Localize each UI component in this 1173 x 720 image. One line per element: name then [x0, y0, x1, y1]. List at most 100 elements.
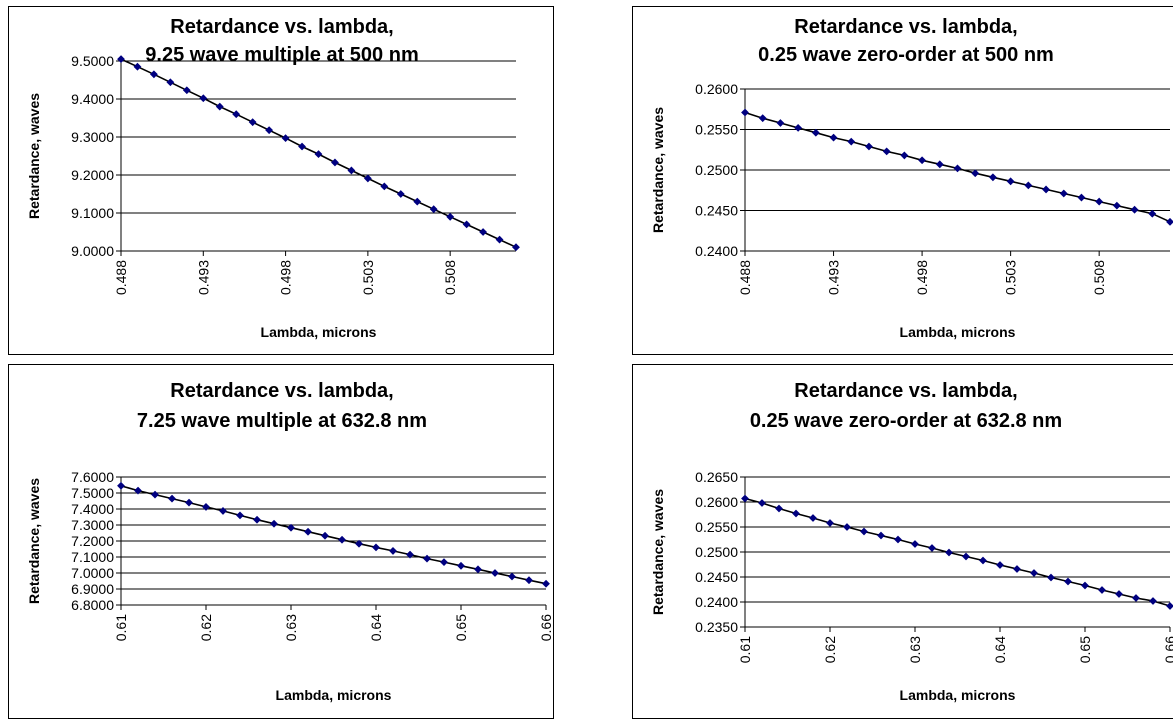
- chart-4-x-tick-label: 0.61: [737, 636, 753, 663]
- chart-panel-1: Retardance vs. lambda, 9.25 wave multiple…: [8, 6, 554, 355]
- chart-3-x-tick-label: 0.63: [283, 614, 299, 641]
- chart-3-y-tick-label: 7.6000: [71, 469, 114, 485]
- chart-2-x-axis-label: Lambda, microns: [900, 324, 1016, 340]
- chart-2-data-point: [1112, 201, 1121, 210]
- chart-3-y-tick-label: 7.1000: [71, 549, 114, 565]
- chart-1-y-tick-label: 9.0000: [71, 243, 114, 259]
- chart-3-data-point: [525, 576, 533, 585]
- chart-3-data-point: [202, 503, 210, 511]
- chart-panel-3: Retardance vs. lambda, 7.25 wave multiple…: [8, 364, 554, 719]
- chart-3-data-point: [338, 535, 346, 544]
- chart-4-title-line-1: Retardance vs. lambda,: [794, 380, 1017, 402]
- chart-4-data-point: [809, 514, 817, 522]
- chart-4-y-tick-label: 0.2500: [695, 544, 738, 560]
- chart-2-data-point: [989, 173, 997, 182]
- chart-2-data-point: [794, 123, 803, 132]
- chart-2-y-tick-label: 0.2500: [695, 162, 738, 178]
- chart-2-data-point: [758, 114, 767, 123]
- chart-2-data-point: [1042, 185, 1050, 194]
- chart-2-x-tick-label: 0.493: [826, 260, 842, 295]
- chart-3-x-tick-label: 0.62: [198, 614, 214, 641]
- chart-1-data-point: [347, 166, 356, 175]
- chart-1-data-point: [314, 150, 323, 159]
- chart-3-x-tick-label: 0.64: [368, 614, 384, 641]
- chart-1-data-point: [117, 55, 125, 64]
- chart-4-data-point: [860, 527, 868, 536]
- chart-1-data-point: [512, 243, 520, 252]
- chart-3-y-tick-label: 6.8000: [71, 597, 114, 613]
- chart-4-data-point: [996, 561, 1004, 569]
- chart-4-data-point: [1081, 581, 1089, 590]
- chart-4-x-tick-label: 0.64: [992, 636, 1008, 663]
- chart-2-x-tick-label: 0.508: [1091, 260, 1107, 295]
- chart-2-x-tick-label: 0.503: [1003, 260, 1019, 295]
- chart-4-data-point: [894, 535, 902, 544]
- chart-3-data-point: [372, 543, 380, 552]
- chart-2-y-axis-label: Retardance, waves: [650, 107, 666, 233]
- chart-1-data-point: [413, 197, 422, 206]
- chart-2-data-point: [971, 169, 980, 178]
- chart-1-data-point: [479, 228, 487, 236]
- chart-2-data-point: [1130, 205, 1139, 214]
- chart-2-y-tick-label: 0.2550: [695, 122, 738, 138]
- chart-4-y-tick-label: 0.2350: [695, 619, 738, 635]
- chart-1-title-line-2: 9.25 wave multiple at 500 nm: [145, 44, 418, 66]
- chart-1-y-tick-label: 9.1000: [71, 205, 114, 221]
- chart-2-data-point: [1148, 209, 1157, 218]
- chart-3-data-point: [151, 490, 159, 499]
- chart-3-data-point: [304, 527, 312, 536]
- chart-2-data-point: [935, 160, 944, 169]
- chart-4-x-tick-label: 0.63: [907, 636, 923, 663]
- chart-2-title-line-1: Retardance vs. lambda,: [794, 16, 1017, 38]
- chart-4-data-point: [911, 540, 919, 548]
- chart-1-data-point: [429, 205, 438, 214]
- chart-3-data-point: [287, 523, 295, 532]
- chart-2-data-point: [882, 147, 891, 156]
- chart-3-series-line: [120, 485, 547, 585]
- chart-1-x-tick-label: 0.498: [278, 260, 294, 295]
- chart-1-data-point: [380, 182, 389, 191]
- chart-4-data-point: [1098, 586, 1106, 594]
- chart-2-data-point: [953, 164, 962, 173]
- chart-3-y-tick-label: 7.4000: [71, 501, 114, 517]
- chart-3-data-point: [457, 561, 465, 570]
- chart-3-y-tick-label: 7.0000: [71, 565, 114, 581]
- chart-4-y-tick-label: 0.2400: [695, 594, 738, 610]
- chart-2-title-line-2: 0.25 wave zero-order at 500 nm: [758, 44, 1054, 66]
- chart-1-x-tick-label: 0.488: [113, 260, 129, 295]
- chart-1-data-point: [396, 190, 405, 198]
- chart-1-y-tick-label: 9.4000: [71, 91, 114, 107]
- chart-3-data-point: [423, 554, 431, 563]
- chart-3-data-point: [219, 507, 227, 515]
- chart-1-x-tick-label: 0.508: [442, 260, 458, 295]
- chart-4-data-point: [792, 509, 800, 518]
- chart-3-data-point: [185, 498, 193, 507]
- chart-1-data-point: [182, 86, 191, 95]
- chart-2-y-tick-label: 0.2600: [695, 81, 738, 97]
- chart-4-data-point: [843, 523, 851, 531]
- chart-3-title-line-2: 7.25 wave multiple at 632.8 nm: [137, 410, 427, 432]
- chart-3-data-point: [406, 550, 414, 559]
- chart-1-data-point: [363, 174, 372, 183]
- chart-1-data-point: [298, 142, 306, 151]
- chart-1-data-point: [150, 70, 158, 79]
- chart-3-data-point: [491, 569, 499, 577]
- chart-4-data-point: [1115, 590, 1123, 598]
- chart-2-data-point: [1059, 189, 1068, 198]
- chart-1-data-point: [166, 78, 175, 87]
- chart-4-data-point: [775, 504, 783, 513]
- chart-3-data-point: [355, 539, 363, 548]
- chart-2-data-point: [829, 133, 838, 142]
- chart-1-data-point: [199, 94, 208, 103]
- chart-1-data-point: [446, 212, 455, 221]
- chart-4-y-axis-label: Retardance, waves: [650, 489, 666, 615]
- chart-2-data-point: [1006, 177, 1015, 186]
- chart-3-data-point: [168, 494, 176, 503]
- chart-4-y-tick-label: 0.2600: [695, 494, 738, 510]
- chart-2-svg: Retardance vs. lambda, 0.25 wave zero-ord…: [650, 16, 1173, 340]
- chart-4-data-point: [945, 548, 953, 557]
- chart-3-x-tick-label: 0.66: [538, 614, 554, 641]
- chart-1-y-tick-label: 9.5000: [71, 53, 114, 69]
- chart-4-data-point: [741, 494, 749, 503]
- chart-2-data-point: [1095, 197, 1104, 206]
